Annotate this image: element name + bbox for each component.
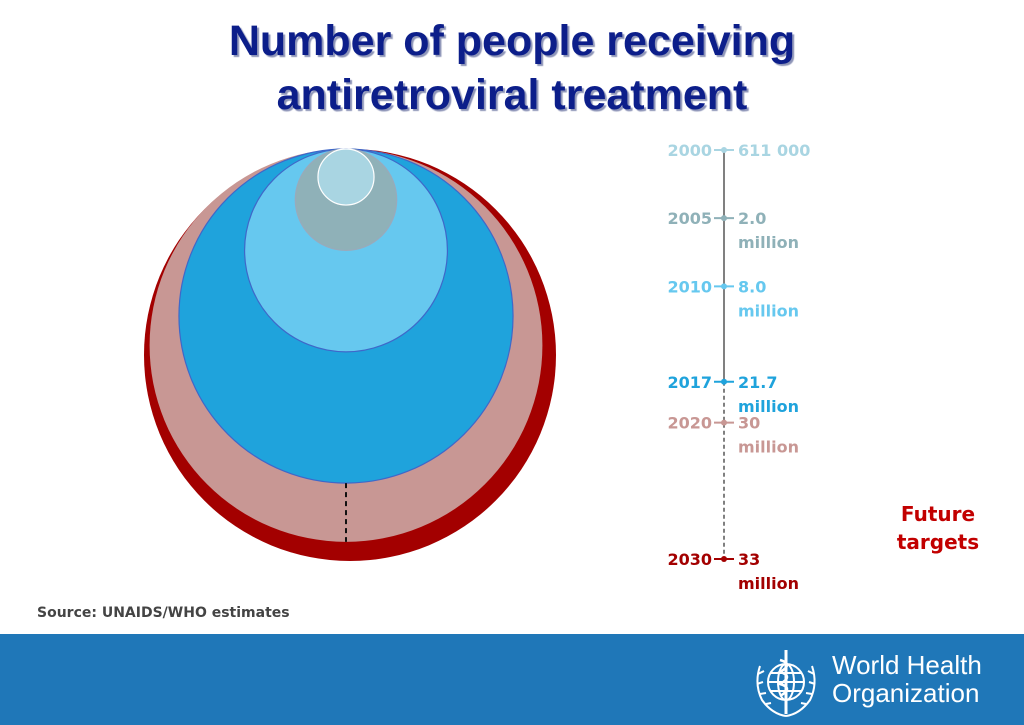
marker-2010 xyxy=(721,283,727,290)
chart-canvas: 2000 611 000 2005 2.0 million 2010 8.0 million 2… xyxy=(144,141,810,593)
year-label-2030: 2030 xyxy=(667,550,712,569)
value-label-2010: 8.0 xyxy=(738,277,766,296)
bubble-group xyxy=(144,148,556,561)
year-label-2017: 2017 xyxy=(667,373,712,392)
marker-2020 xyxy=(721,419,727,426)
chart-title-line1: Number of people receiving xyxy=(228,17,796,65)
future-targets-line2: targets xyxy=(896,530,980,554)
marker-2005 xyxy=(721,215,727,222)
value-label-2000: 611 000 xyxy=(738,141,810,160)
value-label-line2-2010: million xyxy=(738,301,799,320)
future-targets-line1: Future xyxy=(900,502,976,526)
year-label-2010: 2010 xyxy=(667,277,712,296)
organization-name-line1: World Health xyxy=(832,650,982,680)
timeline-group: 2000 611 000 2005 2.0 million 2010 8.0 million 2… xyxy=(345,141,810,593)
value-label-line2-2005: million xyxy=(738,233,799,252)
marker-2017 xyxy=(721,378,727,385)
value-label-line2-2020: million xyxy=(738,438,799,457)
marker-2000 xyxy=(721,147,727,153)
value-label-2017: 21.7 xyxy=(738,373,777,392)
year-label-2020: 2020 xyxy=(667,414,712,433)
bubble-2000 xyxy=(317,148,375,206)
value-label-2030: 33 xyxy=(738,550,760,569)
future-targets-label: Future targets xyxy=(888,500,988,556)
who-emblem-icon xyxy=(756,650,816,717)
value-label-line2-2017: million xyxy=(738,397,799,416)
marker-2030 xyxy=(721,556,727,562)
organization-name-line2: Organization xyxy=(832,678,980,708)
year-label-2005: 2005 xyxy=(667,209,712,228)
source-note: Source: UNAIDS/WHO estimates xyxy=(37,605,290,621)
chart-title-line2: antiretroviral treatment xyxy=(276,71,748,119)
footer-bar: World Health Organization xyxy=(0,634,1024,725)
value-label-2005: 2.0 xyxy=(738,209,766,228)
value-label-2020: 30 xyxy=(738,414,760,433)
chart-title: Number of people receiving antiretrovira… xyxy=(0,14,1024,122)
year-label-2000: 2000 xyxy=(667,141,712,160)
organization-name: World Health Organization xyxy=(832,651,982,707)
value-label-line2-2030: million xyxy=(738,574,799,593)
